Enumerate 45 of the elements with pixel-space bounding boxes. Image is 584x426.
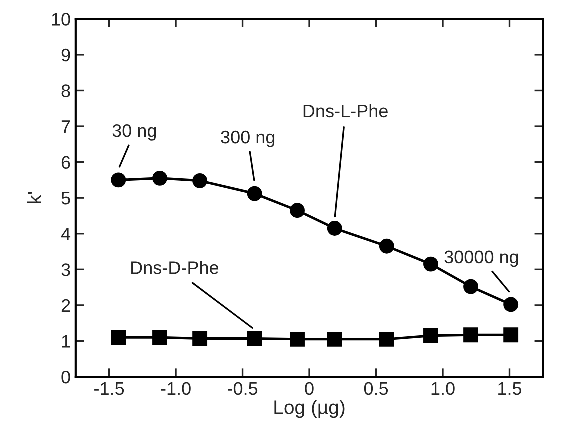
text: Dns-L-Phe	[304, 104, 388, 118]
x-tick-label: 0.5	[364, 382, 388, 396]
y-axis-title: k'	[27, 192, 42, 204]
text: Dns-D-Phe	[132, 261, 219, 274]
point	[152, 330, 168, 346]
y-tick-label: 8	[62, 84, 70, 98]
point	[111, 330, 126, 346]
y-tick-label: 7	[62, 120, 70, 134]
point	[290, 203, 305, 218]
point	[464, 279, 478, 294]
y-tick-label: 9	[62, 48, 70, 62]
point	[247, 331, 262, 346]
point	[192, 331, 208, 346]
y-tick-label: 6	[62, 156, 70, 170]
point	[327, 221, 342, 236]
y-tick-label: 0	[62, 370, 70, 384]
point	[379, 238, 394, 254]
y-tick-label: 10	[52, 13, 70, 26]
point	[192, 173, 208, 188]
point	[290, 332, 305, 347]
point	[424, 328, 438, 344]
point	[464, 328, 478, 343]
y-tick-label: 4	[61, 228, 71, 240]
x-tick-label: 0	[305, 382, 314, 396]
point	[504, 328, 519, 343]
x-tick-label: 1.0	[432, 382, 455, 396]
point	[379, 332, 394, 347]
point	[424, 256, 438, 272]
annotation: 30000 ng	[444, 250, 518, 268]
y-tick-label: 3	[62, 264, 70, 276]
point	[247, 186, 262, 202]
x-tick-label: -1.0	[161, 382, 191, 396]
x-tick-label: -0.5	[228, 382, 258, 396]
point	[504, 297, 519, 312]
annotation: 300 ng	[221, 130, 275, 148]
y-tick-label: 1	[62, 335, 70, 348]
annotation: 30 ng	[112, 124, 156, 141]
point	[111, 172, 126, 188]
y-tick-label: 2	[62, 299, 70, 312]
x-axis-title: Log (µg)	[274, 400, 345, 418]
x-tick-label: 1.5	[498, 382, 522, 396]
x-tick-label: -1.5	[94, 382, 124, 396]
point	[327, 332, 342, 347]
point	[152, 170, 168, 186]
y-tick-label: 5	[62, 192, 70, 205]
